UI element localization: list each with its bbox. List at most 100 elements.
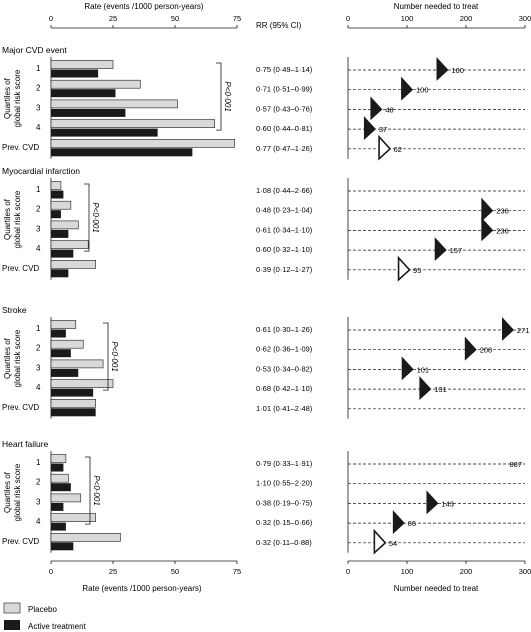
nnt-marker-open — [373, 528, 387, 555]
row-label: 3 — [36, 497, 41, 506]
bar-active — [51, 502, 64, 511]
bar-placebo — [50, 532, 121, 542]
bar-active — [51, 128, 158, 137]
rr-value: 0·39 (0·12–1·27) — [256, 265, 313, 274]
bar-placebo — [50, 398, 96, 408]
nnt-top-tick-label: 300 — [519, 14, 531, 23]
panel-stroke: Stroke Quartiles of global risk score 1 0·61… — [2, 305, 529, 419]
bar-placebo — [50, 259, 96, 269]
bar-active — [51, 542, 74, 551]
rr-value: 0·57 (0·43–0·76) — [256, 104, 313, 113]
bar-placebo — [50, 99, 178, 109]
row-label: 1 — [36, 458, 41, 467]
row-label: 3 — [36, 224, 41, 233]
rr-value: 0·61 (0·34–1·10) — [256, 225, 313, 234]
bar-active — [51, 190, 64, 199]
nnt-axis-top: Number needed to treat 0 100 200 300 — [346, 2, 531, 29]
panel-title: Major CVD event — [2, 45, 67, 55]
rate-axis-bottom: 0 25 50 75 Rate (events /1000 person-years) — [49, 560, 241, 593]
nnt-top-tick-label: 100 — [401, 14, 414, 23]
bar-active — [51, 210, 61, 219]
rr-value: 0·62 (0·36–1·09) — [256, 345, 313, 354]
nnt-marker — [426, 490, 439, 515]
rate-axis-bottom-label: Rate (events /1000 person-years) — [82, 584, 202, 593]
y-group-label-line1: Quartiles of — [3, 337, 12, 379]
nnt-marker — [464, 336, 477, 361]
row-label: 1 — [36, 64, 41, 73]
nnt-axis-bottom: 0 100 200 300 Number needed to treat — [346, 560, 531, 593]
bar-placebo — [50, 200, 72, 210]
bar-placebo — [50, 339, 84, 349]
nnt-marker — [363, 116, 376, 141]
rr-value: 0·60 (0·44–0·81) — [256, 124, 313, 133]
bar-placebo — [50, 139, 235, 148]
row-label: 4 — [36, 123, 41, 132]
rr-value: 0·68 (0·42–1·10) — [256, 384, 313, 393]
nnt-value: 157 — [450, 246, 463, 255]
nnt-value: 48 — [385, 105, 393, 114]
bar-active — [51, 229, 69, 238]
bar-placebo — [50, 60, 114, 69]
rate-bottom-tick-label: 50 — [171, 567, 179, 576]
nnt-marker — [436, 56, 449, 81]
row-label: 1 — [36, 324, 41, 333]
pval-label: P<0·001 — [91, 202, 100, 232]
rr-header: RR (95% CI) — [256, 21, 302, 30]
rate-bottom-tick-label: 0 — [49, 567, 53, 576]
bar-placebo — [50, 119, 215, 128]
nnt-marker — [370, 96, 383, 121]
y-group-label-line1: Quartiles of — [3, 198, 12, 240]
row-label: 1 — [36, 185, 41, 194]
pval-label: P<0·001 — [110, 341, 119, 371]
nnt-marker — [392, 510, 405, 535]
bar-active — [51, 349, 71, 358]
nnt-value: 208 — [480, 346, 493, 355]
bar-active — [51, 522, 66, 531]
bar-active — [51, 329, 66, 338]
rate-bottom-tick-label: 25 — [109, 567, 117, 576]
pval-bracket — [103, 322, 109, 391]
bar-active — [51, 148, 193, 157]
nnt-marker — [419, 376, 432, 401]
bar-active — [51, 69, 99, 78]
nnt-value: 887 — [509, 460, 522, 469]
row-label: 3 — [36, 363, 41, 372]
legend-label-active: Active treatment — [28, 622, 87, 631]
rate-top-tick-label: 25 — [109, 14, 117, 23]
nnt-marker — [481, 217, 494, 242]
bar-placebo — [50, 79, 141, 89]
nnt-value: 131 — [434, 385, 447, 394]
bar-active — [51, 483, 71, 492]
y-group-label-line1: Quartiles of — [3, 77, 12, 119]
nnt-value: 95 — [413, 266, 421, 275]
nnt-value: 160 — [451, 66, 464, 75]
row-label: 4 — [36, 517, 41, 526]
panel-heart-failure: Heart failure Quartiles of global risk sco… — [2, 439, 525, 555]
rate-axis-top-label: Rate (events /1000 person-years) — [84, 2, 204, 11]
nnt-value: 236 — [496, 207, 509, 216]
panel-major-cvd-event: Major CVD event Quartiles of global risk s… — [2, 45, 525, 161]
rate-top-tick-label: 75 — [233, 14, 241, 23]
row-label: 2 — [36, 478, 41, 487]
panel-myocardial-infarction: Myocardial infarction Quartiles of global … — [2, 166, 525, 282]
bar-active — [51, 249, 74, 258]
bar-active — [51, 368, 79, 377]
pval-label: P<0·001 — [223, 81, 232, 111]
bar-active — [51, 388, 94, 397]
bar-placebo — [50, 359, 104, 369]
rr-value: 1·08 (0·44–2·66) — [256, 186, 313, 195]
row-label: 4 — [36, 383, 41, 392]
rr-value: 0·60 (0·32–1·10) — [256, 245, 313, 254]
row-label: 2 — [36, 344, 41, 353]
nnt-value: 236 — [496, 226, 509, 235]
nnt-axis-bottom-label: Number needed to treat — [394, 584, 479, 593]
legend-label-placebo: Placebo — [28, 605, 57, 614]
nnt-marker — [501, 316, 514, 341]
rr-value: 0·61 (0·30–1·26) — [256, 325, 313, 334]
nnt-marker — [481, 197, 494, 222]
bar-placebo — [50, 454, 67, 463]
nnt-bottom-tick-label: 200 — [460, 567, 473, 576]
panel-title: Stroke — [2, 305, 27, 315]
